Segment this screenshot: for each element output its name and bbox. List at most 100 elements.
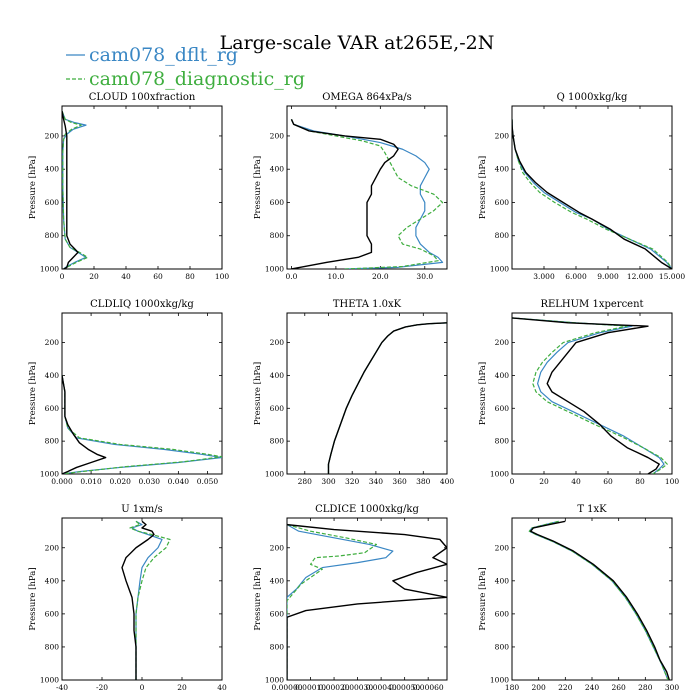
y-axis-label: Pressure [hPa]	[253, 362, 263, 425]
legend-label-1: cam078_diagnostic_rg	[89, 68, 305, 90]
panel-2: Q 1000xkg/kg 200 400 600 800 1000 3.000 6.000 9.…	[478, 92, 685, 281]
series-reference-line	[512, 317, 660, 474]
y-tick-label: 1000	[265, 265, 284, 274]
y-tick-label: 200	[45, 543, 60, 552]
series-dflt-line	[512, 119, 672, 269]
y-axis-label: Pressure [hPa]	[28, 156, 38, 219]
y-axis-label: Pressure [hPa]	[253, 156, 263, 219]
x-tick-label: 0.00010	[295, 683, 326, 692]
x-tick-label: 0.00050	[389, 683, 420, 692]
panel-title: T 1xK	[577, 504, 607, 515]
panel-title: CLDLIQ 1000xkg/kg	[90, 299, 194, 310]
y-tick-label: 800	[45, 642, 60, 651]
series-reference-line	[529, 520, 670, 680]
plot-frame	[511, 517, 673, 681]
plot-frame	[286, 105, 448, 270]
panel-title: U 1xm/s	[121, 504, 163, 515]
x-tick-label: 0.00000	[271, 683, 302, 692]
panel-7: CLDICE 1000xkg/kg 200 400 600 800 10000.00000…	[253, 504, 448, 692]
x-tick-label: 380	[416, 477, 431, 486]
x-tick-label: 60	[153, 272, 163, 281]
y-axis-label: Pressure [hPa]	[478, 567, 488, 630]
series-diagnostic-line	[327, 322, 447, 474]
series-group	[62, 110, 89, 269]
x-tick-label: 360	[392, 477, 407, 486]
x-tick-label: 0	[60, 272, 65, 281]
panel-title: OMEGA 864xPa/s	[322, 92, 412, 103]
y-tick-label: 400	[45, 576, 60, 585]
plot-frame	[511, 105, 673, 270]
x-tick-label: 15.000	[659, 272, 685, 281]
x-tick-label: 0.030	[139, 477, 161, 486]
x-tick-label: 0.00040	[366, 683, 397, 692]
series-group	[512, 317, 668, 474]
x-tick-label: 3.000	[533, 272, 555, 281]
y-tick-label: 1000	[490, 676, 509, 685]
x-tick-label: 200	[532, 683, 547, 692]
y-tick-label: 600	[270, 404, 285, 413]
plot-frame	[286, 312, 448, 475]
x-tick-label: 0	[510, 477, 515, 486]
y-axis-label: Pressure [hPa]	[478, 362, 488, 425]
y-tick-label: 400	[270, 576, 285, 585]
series-group	[327, 322, 447, 474]
series-diagnostic-line	[290, 119, 444, 269]
y-tick-label: 800	[495, 231, 510, 240]
x-tick-label: 320	[345, 477, 360, 486]
x-tick-label: 240	[585, 683, 600, 692]
x-tick-label: 220	[558, 683, 573, 692]
series-reference-line	[512, 119, 672, 269]
y-tick-label: 600	[270, 198, 285, 207]
plot-frame	[511, 312, 673, 475]
x-tick-label: 100	[665, 477, 680, 486]
x-tick-label: 40	[217, 683, 227, 692]
x-tick-label: 12.000	[627, 272, 653, 281]
y-tick-label: 200	[270, 543, 285, 552]
figure-title: Large-scale VAR at265E,-2N	[220, 32, 495, 54]
x-tick-label: 0.0	[285, 272, 297, 281]
panel-title: RELHUM 1xpercent	[540, 299, 643, 310]
x-tick-label: 80	[185, 272, 195, 281]
legend-label-0: cam078_dflt_rg	[89, 44, 238, 66]
x-tick-label: 0.00030	[342, 683, 373, 692]
x-tick-label: 0.000	[51, 477, 73, 486]
x-tick-label: 0.050	[197, 477, 219, 486]
y-tick-label: 1000	[40, 265, 59, 274]
series-diagnostic-line	[62, 110, 89, 269]
series-diagnostic-line	[287, 524, 378, 680]
plot-frame	[61, 105, 223, 270]
series-group	[528, 520, 670, 680]
x-tick-label: 20	[539, 477, 549, 486]
x-tick-label: 20.0	[372, 272, 389, 281]
y-tick-label: 800	[45, 437, 60, 446]
x-tick-label: 260	[612, 683, 627, 692]
y-tick-label: 800	[270, 437, 285, 446]
y-tick-label: 200	[45, 131, 60, 140]
y-axis-label: Pressure [hPa]	[253, 567, 263, 630]
x-tick-label: -40	[56, 683, 68, 692]
plot-frame	[61, 517, 223, 681]
panel-4: THETA 1.0xK 200 400 600 800 1000 280 300 320 340 3…	[253, 299, 454, 486]
series-dflt-line	[287, 524, 394, 680]
series-diagnostic-line	[528, 520, 669, 680]
y-tick-label: 600	[495, 609, 510, 618]
series-group	[290, 119, 444, 269]
series-dflt-line	[512, 317, 665, 474]
x-tick-label: 0	[140, 683, 145, 692]
x-tick-label: 180	[505, 683, 520, 692]
x-tick-label: 0.00020	[319, 683, 350, 692]
x-tick-label: 0.010	[80, 477, 102, 486]
y-tick-label: 200	[495, 131, 510, 140]
series-dflt-line	[327, 322, 447, 474]
y-tick-label: 400	[270, 371, 285, 380]
y-tick-label: 400	[270, 165, 285, 174]
y-tick-label: 200	[495, 338, 510, 347]
y-tick-label: 400	[45, 371, 60, 380]
series-diagnostic-line	[62, 375, 222, 474]
